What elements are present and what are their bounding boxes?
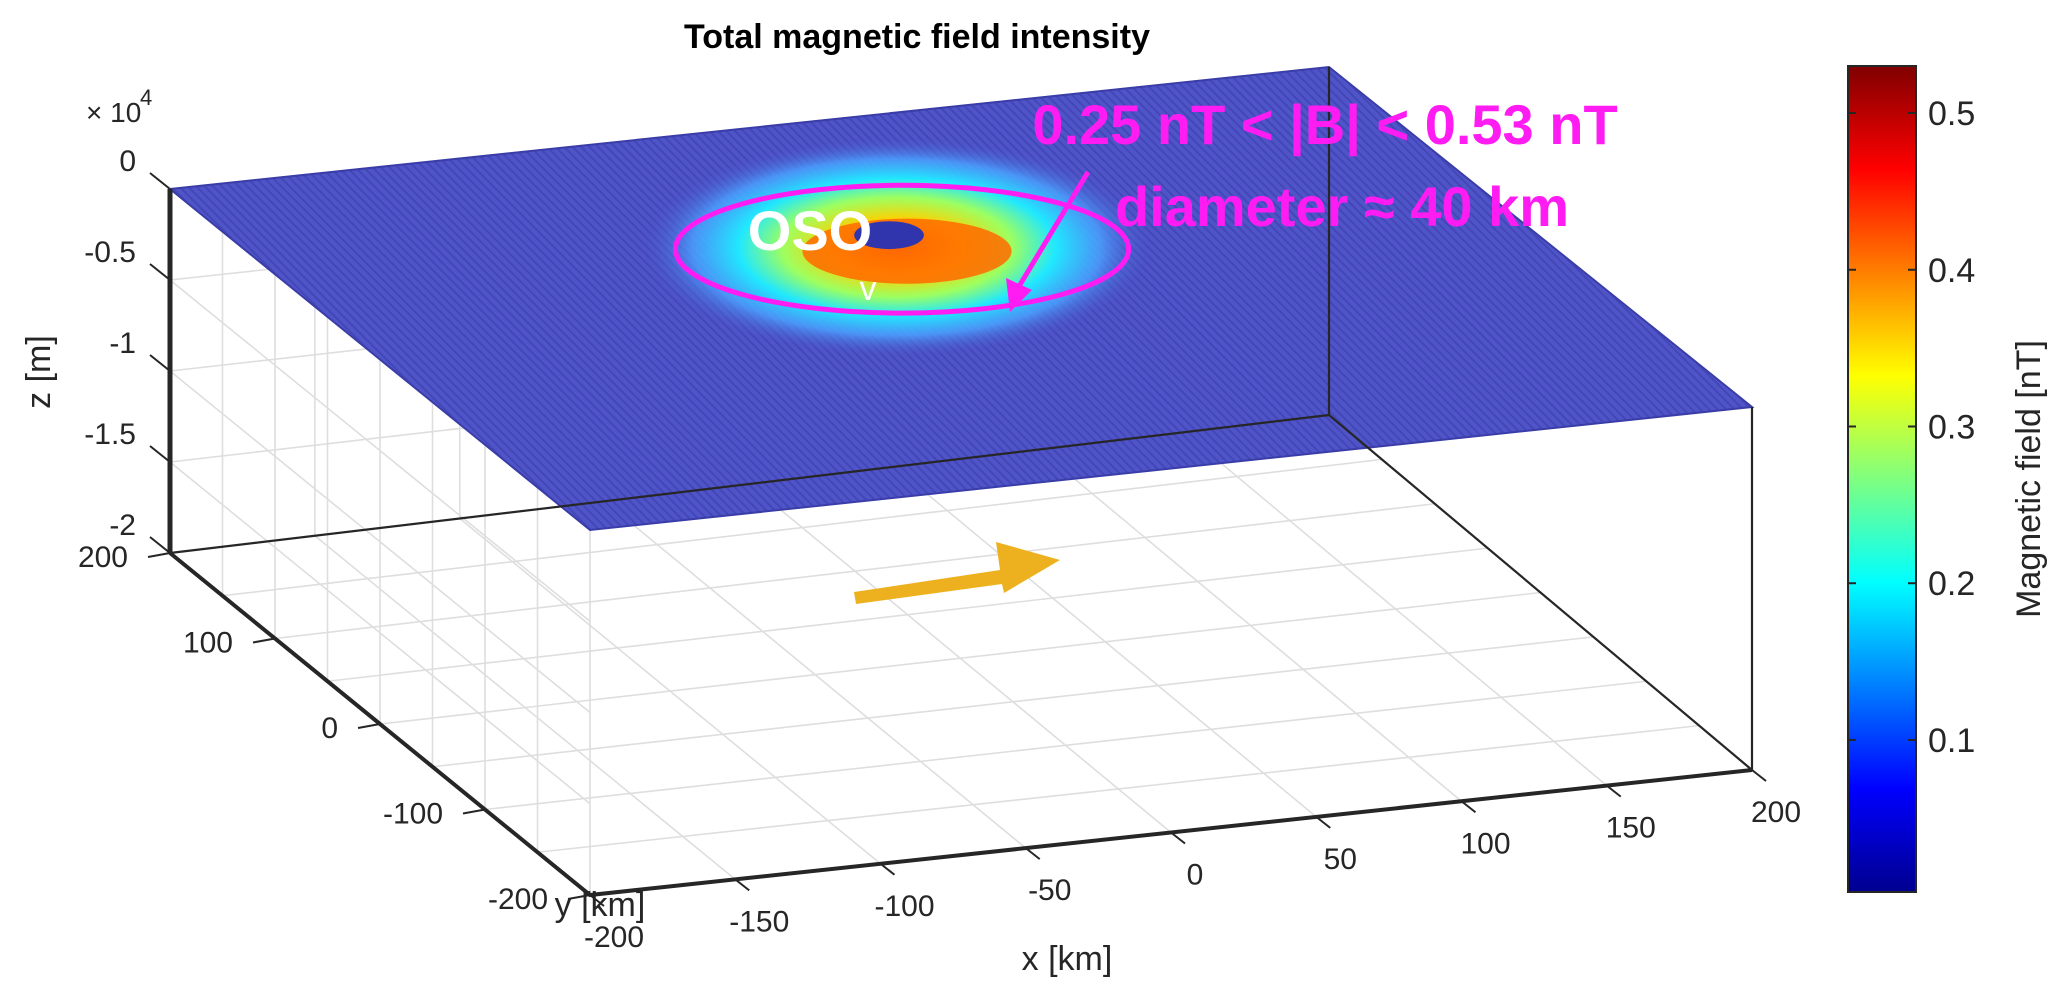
colorbar-tick-label: 0.3 (1928, 408, 1975, 446)
y-tick-mark (357, 723, 381, 729)
z-tick-mark (149, 263, 171, 281)
x-axis-label: x [km] (1022, 940, 1113, 978)
z-tick-mark (149, 354, 171, 372)
y-tick-label: 0 (321, 712, 338, 745)
floor-grid-y (379, 591, 1541, 725)
colorbar-tick-label: 0.4 (1928, 252, 1975, 290)
axis-edge (169, 413, 1330, 555)
x-tick-label: 0 (1187, 859, 1204, 892)
colorbar-tick-label: 0.2 (1928, 565, 1975, 603)
side-grid-z (169, 461, 591, 805)
axis-edge (1328, 414, 1753, 771)
y-tick-label: -100 (383, 798, 443, 831)
y-axis-label: y [km] (555, 886, 646, 924)
pointer-arrow-shaft (1015, 170, 1091, 290)
x-tick-label: -200 (584, 921, 644, 954)
floor-grid-y (484, 680, 1647, 811)
x-tick-mark (589, 894, 605, 907)
z-tick-mark (149, 445, 171, 463)
floor-grid-y (537, 724, 1700, 854)
x-tick-label: -150 (729, 905, 789, 938)
anomaly-minimum (854, 221, 924, 250)
z-tick-label: -0.5 (84, 236, 136, 269)
z-multiplier-exponent: 4 (140, 85, 152, 110)
floor-grid-y (222, 458, 1382, 597)
side-grid-z (169, 279, 591, 622)
x-tick-mark (879, 862, 896, 876)
pointer-arrow-head (1006, 278, 1032, 312)
x-tick-mark (1606, 784, 1622, 798)
x-tick-mark (1170, 831, 1186, 845)
colorbar: 0.1 0.2 0.3 0.4 0.5 Magnetic field [nT] (1847, 65, 2048, 893)
colorbar-ticks: 0.1 0.2 0.3 0.4 0.5 (1848, 95, 1975, 760)
anomaly-label: OSO (748, 199, 872, 262)
x-tick-mark (1315, 816, 1331, 829)
x-tick-label: -100 (874, 890, 934, 923)
y-tick-mark (462, 808, 486, 815)
colorbar-label: Magnetic field [nT] (2010, 340, 2048, 618)
z-tick-label: -2 (109, 509, 136, 542)
direction-arrow (854, 542, 1060, 604)
colorbar-gradient (1847, 65, 1917, 893)
y-tick-label: 100 (183, 627, 233, 660)
z-multiplier: × 10 4 (86, 85, 152, 128)
x-tick-label: -50 (1028, 874, 1071, 907)
floor-grid-y (274, 502, 1435, 640)
floor-grid-y (327, 547, 1488, 683)
front-axis-lines (168, 551, 1753, 898)
tick-labels: -200 -150 -100 -50 0 50 100 150 200 -200 -100 0 100 2… (78, 145, 1801, 954)
chart-title: Total magnetic field intensity (684, 18, 1150, 56)
x-tick-mark (1460, 800, 1477, 814)
y-tick-mark (252, 637, 276, 644)
colorbar-tick-label: 0.1 (1928, 722, 1975, 760)
diameter-annotation: diameter ≈ 40 km (1115, 175, 1569, 238)
x-tick-label: 150 (1606, 812, 1656, 845)
y-tick-label: 200 (78, 541, 128, 574)
z-tick-mark (149, 172, 171, 190)
x-tick-label: 200 (1751, 796, 1801, 829)
floor-grid-y (432, 636, 1594, 768)
z-tick-mark (149, 536, 171, 554)
y-tick-label: -200 (488, 883, 548, 916)
x-tick-mark (1025, 847, 1041, 860)
y-tick-mark (147, 552, 171, 558)
anomaly-outline (672, 182, 1132, 316)
anomaly-marker: v (860, 270, 877, 308)
z-tick-label: -1 (109, 327, 136, 360)
side-grid-z (169, 370, 591, 714)
z-tick-label: -1.5 (84, 418, 136, 451)
annotation-shapes (672, 170, 1132, 604)
x-tick-label: 100 (1460, 827, 1510, 860)
x-tick-label: 50 (1324, 843, 1357, 876)
z-multiplier-text: × 10 (86, 97, 141, 128)
y-tick-mark (567, 894, 591, 900)
range-annotation: 0.25 nT < |B| < 0.53 nT (1032, 93, 1617, 157)
z-axis-label: z [m] (20, 335, 58, 409)
x-tick-mark (734, 878, 750, 892)
z-tick-label: 0 (119, 145, 136, 178)
x-tick-mark (1751, 769, 1767, 782)
colorbar-tick-label: 0.5 (1928, 95, 1975, 133)
